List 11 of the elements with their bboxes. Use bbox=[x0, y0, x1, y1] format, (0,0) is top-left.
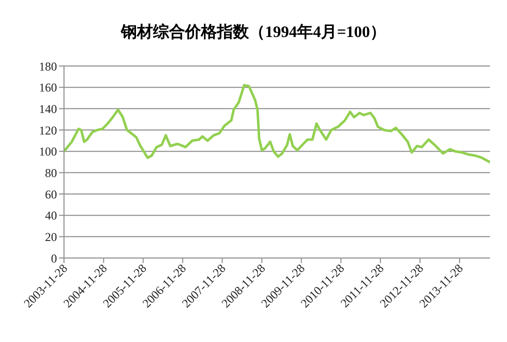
y-tick-label: 100 bbox=[39, 144, 57, 159]
y-tick-label: 20 bbox=[45, 230, 57, 244]
y-tick-label: 140 bbox=[39, 102, 57, 116]
y-tick-label: 160 bbox=[39, 80, 57, 95]
y-tick-label: 80 bbox=[45, 166, 57, 180]
chart-title: 钢材综合价格指数（1994年4月=100） bbox=[120, 22, 388, 43]
y-tick-label: 40 bbox=[45, 208, 57, 223]
y-tick-label: 120 bbox=[39, 123, 57, 138]
y-tick-label: 60 bbox=[45, 187, 57, 202]
y-tick-label: 0 bbox=[51, 251, 57, 266]
y-tick-label: 180 bbox=[39, 59, 57, 74]
